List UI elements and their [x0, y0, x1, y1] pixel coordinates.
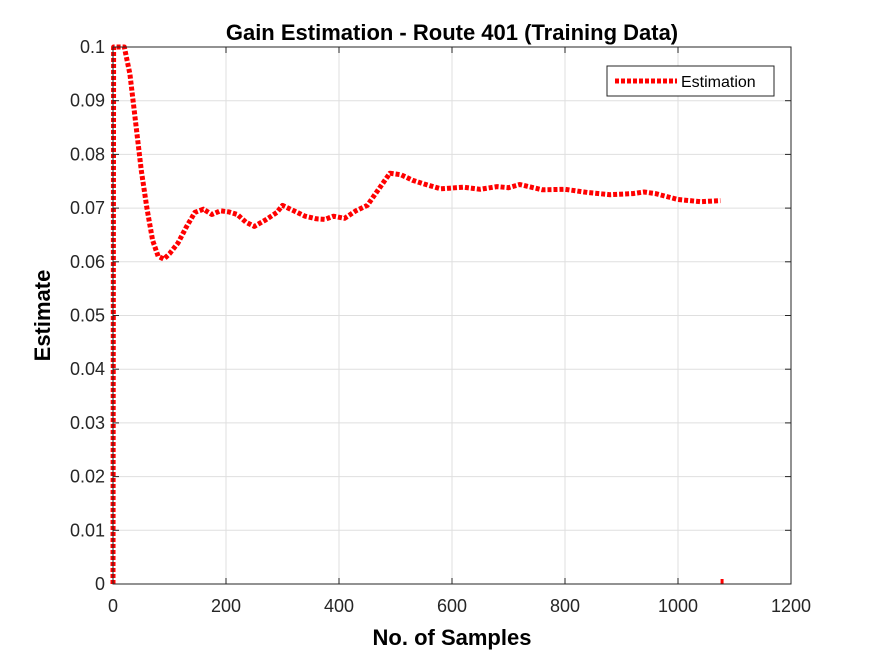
labels: 0 200 400 600 800 1000 1200 0 0.01 0.02 0.03 0.04 0.… — [70, 37, 811, 616]
y-tick-label: 0.06 — [70, 252, 105, 272]
x-tick-label: 600 — [437, 596, 467, 616]
x-axis-label: No. of Samples — [373, 625, 532, 650]
chart-title: Gain Estimation - Route 401 (Training Da… — [226, 20, 678, 45]
x-tick-label: 400 — [324, 596, 354, 616]
y-tick-label: 0.1 — [80, 37, 105, 57]
ticks — [112, 46, 792, 585]
y-tick-label: 0.08 — [70, 144, 105, 164]
x-tick-label: 1200 — [771, 596, 811, 616]
y-tick-label: 0.01 — [70, 520, 105, 540]
grid — [113, 47, 791, 584]
y-tick-label: 0 — [95, 574, 105, 594]
x-tick-label: 0 — [108, 596, 118, 616]
y-tick-label: 0.05 — [70, 306, 105, 326]
y-tick-label: 0.02 — [70, 467, 105, 487]
legend-label-estimation: Estimation — [681, 74, 756, 91]
legend: Estimation — [606, 65, 775, 97]
series-line-estimation — [110, 44, 721, 585]
x-tick-label: 800 — [550, 596, 580, 616]
y-tick-label: 0.07 — [70, 198, 105, 218]
y-tick-label: 0.04 — [70, 359, 105, 379]
y-tick-label: 0.09 — [70, 91, 105, 111]
x-tick-label: 200 — [211, 596, 241, 616]
y-tick-label: 0.03 — [70, 413, 105, 433]
x-tick-label: 1000 — [658, 596, 698, 616]
y-axis-label: Estimate — [30, 270, 55, 362]
series-layer — [110, 44, 724, 585]
